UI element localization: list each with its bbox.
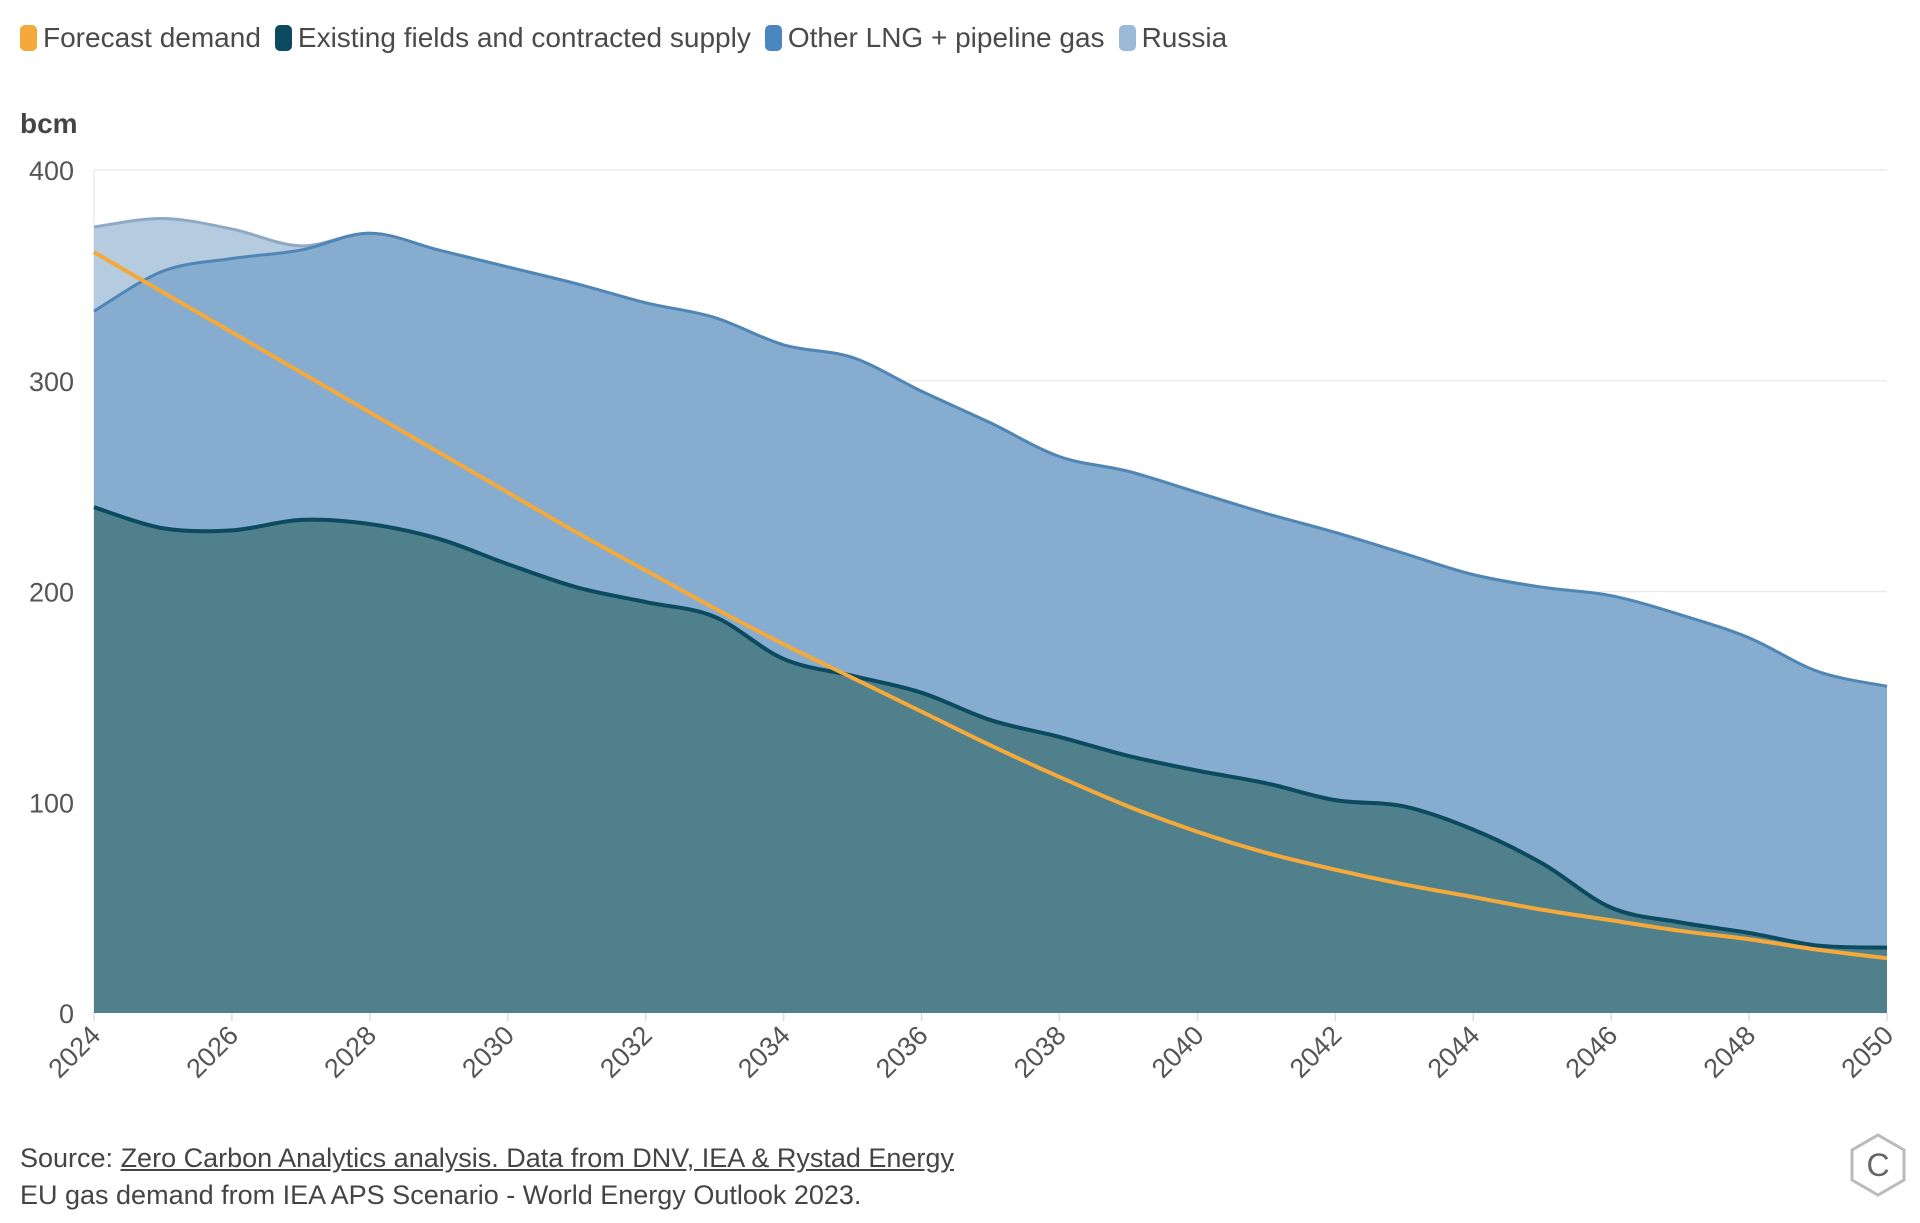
y-tick-label: 300 xyxy=(29,367,74,397)
x-tick-label: 2026 xyxy=(180,1020,244,1084)
legend-swatch-russia xyxy=(1118,25,1136,51)
x-tick-label: 2050 xyxy=(1836,1020,1900,1084)
chart-legend: Forecast demand Existing fields and contr… xyxy=(20,22,1241,54)
legend-item-demand: Forecast demand xyxy=(20,22,261,54)
x-tick-label: 2038 xyxy=(1008,1020,1072,1084)
source-note: Source: Zero Carbon Analytics analysis. … xyxy=(20,1140,954,1214)
y-axis-unit-label: bcm xyxy=(20,108,78,139)
legend-item-existing: Existing fields and contracted supply xyxy=(274,22,751,54)
line-existing-fields xyxy=(93,505,1888,950)
legend-label: Other LNG + pipeline gas xyxy=(787,22,1105,53)
legend-label: Russia xyxy=(1141,22,1228,53)
y-tick-label: 0 xyxy=(59,999,74,1029)
legend-swatch-demand xyxy=(20,25,37,51)
x-tick-label: 2046 xyxy=(1560,1020,1624,1084)
x-tick-label: 2032 xyxy=(594,1020,658,1084)
legend-swatch-other xyxy=(764,25,782,51)
x-axis-ticks: 2024 2026 2028 2030 2032 2034 2036 2038 2040 2042… xyxy=(43,1013,1900,1084)
line-other-lng-pipeline xyxy=(93,231,1888,688)
line-series xyxy=(92,216,1888,961)
legend-item-russia: Russia xyxy=(1118,22,1228,54)
x-tick-label: 2042 xyxy=(1284,1020,1348,1084)
legend-item-other: Other LNG + pipeline gas xyxy=(764,22,1105,54)
x-tick-label: 2036 xyxy=(870,1020,934,1084)
y-axis-ticks: 0 100 200 300 400 xyxy=(29,156,74,1029)
demand-note: EU gas demand from IEA APS Scenario - Wo… xyxy=(20,1180,862,1210)
x-tick-label: 2034 xyxy=(732,1020,796,1084)
area-series xyxy=(94,218,1887,1014)
x-tick-label: 2044 xyxy=(1422,1020,1486,1084)
svg-text:C: C xyxy=(1866,1147,1889,1183)
x-tick-label: 2028 xyxy=(318,1020,382,1084)
area-existing-fields xyxy=(94,507,1887,1013)
hexagon-c-logo-icon: C xyxy=(1850,1133,1906,1197)
source-link[interactable]: Zero Carbon Analytics analysis. Data fro… xyxy=(120,1143,954,1173)
y-tick-label: 200 xyxy=(29,578,74,608)
y-tick-label: 100 xyxy=(29,788,74,818)
line-forecast-demand xyxy=(92,250,1888,961)
legend-label: Forecast demand xyxy=(43,22,261,53)
x-tick-label: 2040 xyxy=(1146,1020,1210,1084)
x-tick-label: 2030 xyxy=(456,1020,520,1084)
legend-label: Existing fields and contracted supply xyxy=(297,22,751,53)
source-prefix: Source: xyxy=(20,1143,121,1173)
x-tick-label: 2024 xyxy=(43,1020,107,1084)
y-tick-label: 400 xyxy=(29,156,74,186)
x-tick-label: 2048 xyxy=(1698,1020,1762,1084)
legend-swatch-existing xyxy=(274,25,292,51)
